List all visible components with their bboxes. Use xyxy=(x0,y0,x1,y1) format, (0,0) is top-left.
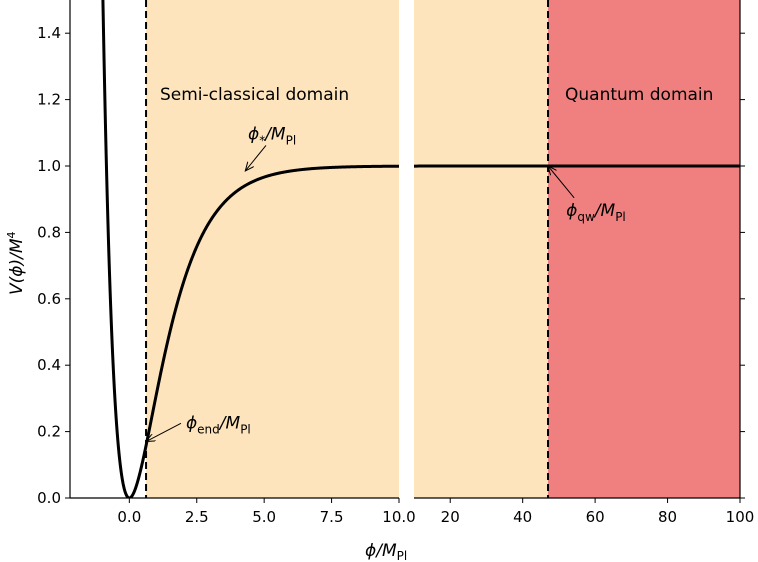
x-tick-label: 0.0 xyxy=(117,508,141,526)
y-tick-label: 0.2 xyxy=(37,423,61,441)
x-tick-label: 20 xyxy=(441,508,460,526)
x-tick-label: 7.5 xyxy=(320,508,344,526)
y-tick-label: 0.0 xyxy=(37,489,61,507)
x-tick-label: 60 xyxy=(586,508,605,526)
right-panel-regions xyxy=(414,0,740,498)
boundary-lines xyxy=(145,0,550,498)
ticks: 0.0 0.2 0.4 0.6 0.8 1.0 1.2 1.4 0.0 2.5 5.0 7.5 10.0… xyxy=(37,24,754,526)
y-axis-label: V(ϕ)/M4 xyxy=(5,231,27,295)
annotations: ϕend/MPl ϕ*/MPl ϕqw/MPl xyxy=(146,124,626,441)
y-tick-label: 1.4 xyxy=(37,24,61,42)
annotation-arrow-0-0 xyxy=(146,422,182,441)
y-tick-label: 1.2 xyxy=(37,91,61,109)
x-axis-label-sub: Pl xyxy=(397,549,408,562)
x-tick-label: 100 xyxy=(726,508,755,526)
axes-frames xyxy=(69,0,741,499)
x-tick-label: 40 xyxy=(513,508,532,526)
x-axis-label: ϕ/MPl xyxy=(365,541,407,562)
left-panel-regions xyxy=(146,0,399,498)
annotation-0-0: ϕend/MPl xyxy=(186,413,251,436)
annotation-1-0: ϕqw/MPl xyxy=(566,201,626,224)
x-tick-label: 80 xyxy=(658,508,677,526)
quantum-label: Quantum domain xyxy=(565,85,713,105)
y-axis-label-main: V(ϕ)/M xyxy=(7,238,27,295)
x-tick-label: 10.0 xyxy=(382,508,415,526)
potential-curve-left xyxy=(101,0,399,498)
semi-classical-label: Semi-classical domain xyxy=(160,85,349,105)
x-tick-label: 2.5 xyxy=(185,508,209,526)
shaded-region-1-1 xyxy=(548,0,740,498)
shaded-region-0-0 xyxy=(146,0,399,498)
x-tick-label: 5.0 xyxy=(252,508,276,526)
annotation-arrow-0-1 xyxy=(245,145,267,171)
y-tick-label: 0.4 xyxy=(37,356,61,374)
y-tick-label: 0.6 xyxy=(37,290,61,308)
annotation-arrow-1-0 xyxy=(548,166,575,199)
annotation-0-1: ϕ*/MPl xyxy=(248,124,296,147)
y-axis-label-sup: 4 xyxy=(5,231,18,238)
y-tick-label: 0.8 xyxy=(37,223,61,241)
shaded-region-1-0 xyxy=(414,0,549,498)
y-tick-label: 1.0 xyxy=(37,157,61,175)
x-axis-label-main: ϕ/M xyxy=(365,541,397,561)
